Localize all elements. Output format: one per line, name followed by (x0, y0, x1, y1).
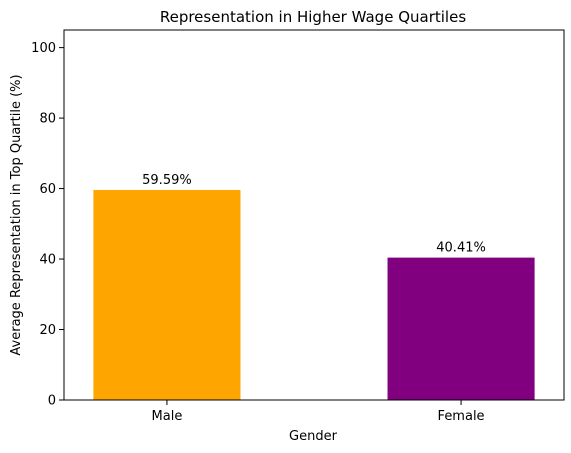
data-label: 40.41% (436, 241, 486, 256)
y-tick-label: 100 (31, 41, 56, 56)
chart-title: Representation in Higher Wage Quartiles (160, 8, 466, 26)
y-tick-label: 60 (39, 182, 56, 197)
plot-frame (63, 29, 565, 401)
x-tick-label: Female (438, 409, 485, 424)
x-tick-label: Male (152, 409, 183, 424)
data-label: 59.59% (142, 173, 192, 188)
bar (93, 190, 241, 400)
x-axis-title: Gender (289, 429, 338, 444)
y-tick-label: 20 (39, 323, 56, 338)
y-tick-label: 40 (39, 253, 56, 268)
y-tick-label: 80 (39, 112, 56, 127)
y-tick-label: 0 (48, 394, 56, 409)
bar (387, 257, 535, 400)
plot-area: 0 20 40 60 80 100 Male 59.59% Female 40.41% (31, 41, 535, 424)
y-axis-title: Average Representation in Top Quartile (… (9, 74, 24, 355)
